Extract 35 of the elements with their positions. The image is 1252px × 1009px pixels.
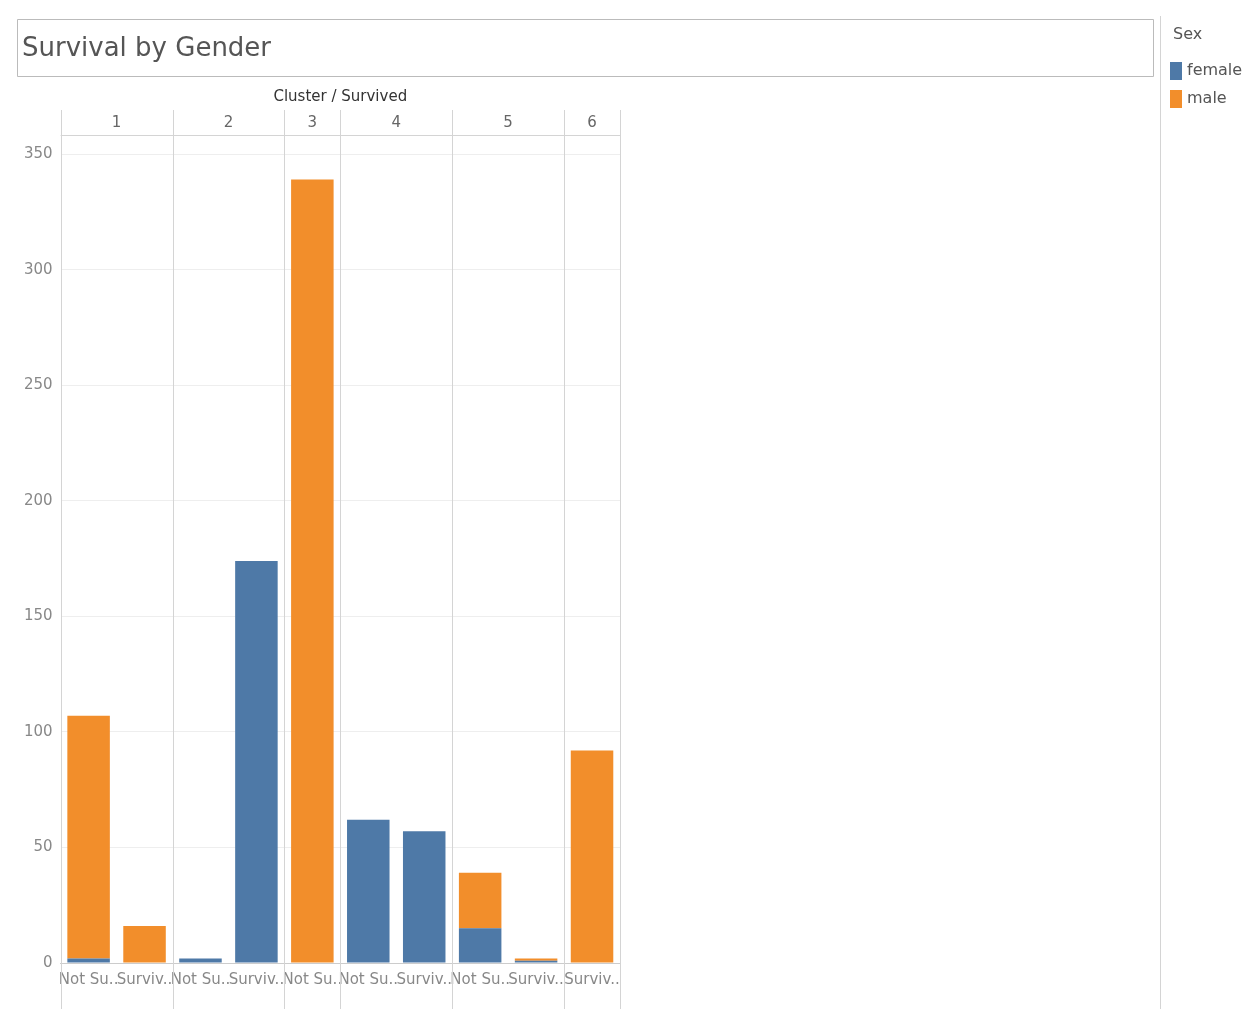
text: 6 bbox=[587, 112, 597, 131]
bar bbox=[458, 872, 502, 929]
bar bbox=[458, 928, 502, 963]
y-tick-label: 300 bbox=[23, 259, 53, 278]
y-tick-label: 0 bbox=[43, 952, 53, 971]
bar bbox=[67, 958, 110, 963]
chart-title: Survival by Gender bbox=[22, 31, 272, 62]
legend-label: female bbox=[1187, 60, 1243, 80]
bar bbox=[402, 831, 446, 963]
text: 1 bbox=[111, 112, 122, 131]
text: 5 bbox=[503, 112, 513, 131]
x-tick-label: Surviv.. bbox=[508, 969, 564, 988]
bar bbox=[179, 958, 222, 963]
y-tick-label: 100 bbox=[23, 721, 53, 740]
y-tick-label: 150 bbox=[23, 606, 53, 625]
x-axis-title: Cluster / Survived bbox=[273, 86, 408, 105]
y-tick-label: 200 bbox=[23, 490, 53, 509]
bar bbox=[347, 819, 390, 963]
y-tick-label: 50 bbox=[33, 837, 53, 856]
x-tick-label: Surviv.. bbox=[228, 969, 285, 988]
legend-title: Sex bbox=[1173, 24, 1203, 44]
x-tick-label: Surviv.. bbox=[116, 969, 173, 988]
bar bbox=[235, 560, 278, 963]
bar bbox=[67, 715, 110, 959]
y-tick-label: 250 bbox=[23, 375, 53, 394]
text: 4 bbox=[391, 112, 402, 131]
x-tick-label: Surviv.. bbox=[564, 969, 620, 988]
y-tick-label: 350 bbox=[23, 144, 53, 163]
legend-label: male bbox=[1187, 88, 1227, 108]
text: 2 bbox=[223, 112, 234, 131]
x-tick-label: Surviv.. bbox=[396, 969, 452, 988]
bar bbox=[570, 750, 614, 963]
text: 3 bbox=[307, 112, 318, 131]
bar bbox=[123, 926, 166, 963]
bar bbox=[291, 179, 334, 963]
